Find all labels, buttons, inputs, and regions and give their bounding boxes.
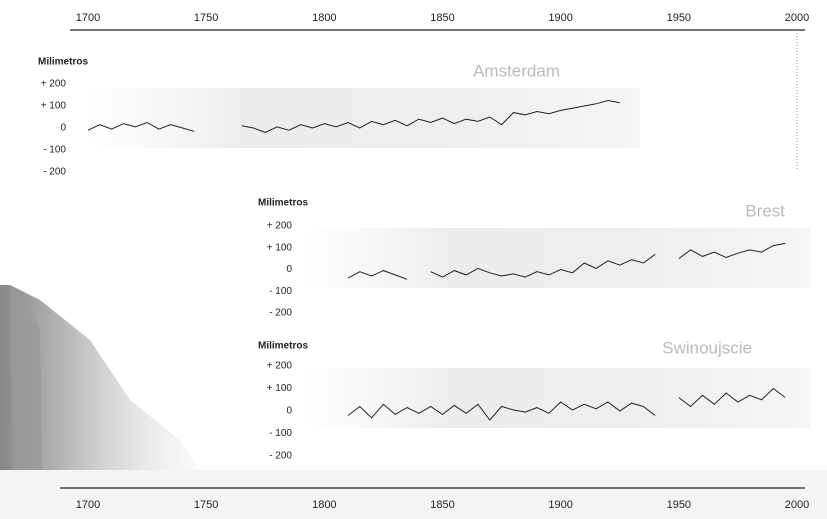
y-tick-label: + 200 — [41, 79, 67, 90]
x-tick-label: 1850 — [430, 499, 454, 511]
panel-band — [300, 228, 810, 288]
y-tick-label: + 200 — [267, 221, 293, 232]
x-tick-label: 1900 — [548, 12, 572, 24]
x-tick-label: 1950 — [667, 12, 691, 24]
y-tick-label: + 100 — [267, 242, 293, 253]
y-tick-label: + 100 — [41, 101, 67, 112]
x-tick-label: 1850 — [430, 12, 454, 24]
panel-title: Brest — [745, 201, 785, 220]
y-tick-label: 0 — [60, 123, 66, 134]
data-line — [347, 242, 786, 280]
x-tick-label: 1800 — [312, 499, 336, 511]
y-axis-label: Milimetros — [258, 198, 308, 209]
y-tick-label: + 100 — [267, 383, 293, 394]
x-tick-label: 1900 — [548, 499, 572, 511]
data-line — [87, 99, 620, 133]
iceberg-shadow — [10, 285, 42, 470]
x-tick-label: 1800 — [312, 12, 336, 24]
panel-title: Amsterdam — [473, 61, 560, 80]
y-tick-label: - 200 — [269, 451, 292, 462]
x-tick-label: 1750 — [194, 499, 218, 511]
y-tick-label: - 100 — [269, 286, 292, 297]
x-tick-label: 1750 — [194, 12, 218, 24]
x-tick-label: 2000 — [785, 499, 809, 511]
y-tick-label: + 200 — [267, 361, 293, 372]
y-tick-label: 0 — [286, 406, 292, 417]
x-tick-label: 1950 — [667, 499, 691, 511]
y-tick-label: - 200 — [269, 308, 292, 319]
x-tick-label: 1700 — [76, 499, 100, 511]
panel-band — [80, 88, 640, 148]
y-tick-label: - 200 — [43, 167, 66, 178]
x-tick-label: 1700 — [76, 12, 100, 24]
data-line — [347, 387, 786, 421]
y-axis-label: Milimetros — [258, 341, 308, 352]
panel-band — [300, 368, 810, 428]
y-tick-label: - 100 — [43, 145, 66, 156]
iceberg-illustration — [0, 285, 200, 475]
y-tick-label: 0 — [286, 264, 292, 275]
y-tick-label: - 100 — [269, 428, 292, 439]
ground — [0, 470, 827, 519]
x-tick-label: 2000 — [785, 12, 809, 24]
panel-title: Swinoujscie — [662, 338, 752, 357]
y-axis-label: Milimetros — [38, 57, 88, 68]
